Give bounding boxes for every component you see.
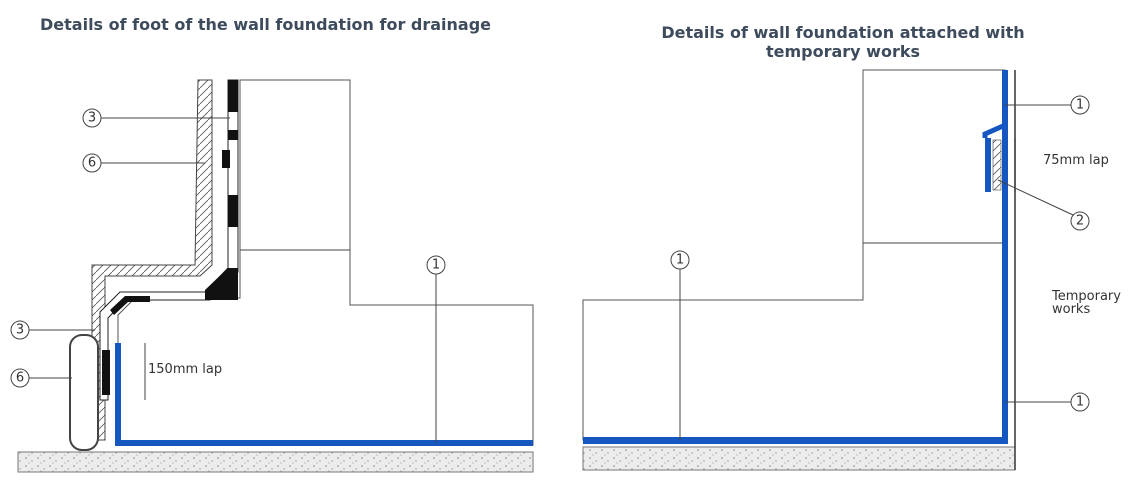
waterproof-vertical <box>1002 70 1008 444</box>
left-title: Details of foot of the wall foundation f… <box>40 15 491 34</box>
right-title: Details of wall foundation attached with <box>661 23 1024 42</box>
callout: 3 <box>88 111 96 126</box>
callouts: 1 2 1 1 <box>670 95 1090 412</box>
lap-strip <box>985 138 991 192</box>
callout: 1 <box>1076 98 1084 113</box>
lap-label: 150mm lap <box>148 362 222 377</box>
ground <box>17 451 534 473</box>
callout: 1 <box>676 253 684 268</box>
drain-pipe <box>69 334 99 451</box>
waterproof-vertical <box>115 343 121 446</box>
lap-bend <box>982 123 1005 138</box>
lap-tape <box>992 139 1002 191</box>
leader <box>997 179 1074 216</box>
membrane-dashes <box>102 80 238 395</box>
callout: 1 <box>432 258 440 273</box>
temporary-label: Temporary <box>1051 289 1121 304</box>
callout: 6 <box>16 371 24 386</box>
right-title: temporary works <box>766 42 920 61</box>
concrete <box>117 79 534 446</box>
callout: 1 <box>1076 395 1084 410</box>
ground <box>582 446 1016 471</box>
callouts: 3 6 3 6 1 <box>10 108 446 388</box>
temporary-label: works <box>1052 302 1090 317</box>
lap-label: 75mm lap <box>1043 153 1109 168</box>
callout: 3 <box>16 323 24 338</box>
waterproof-base <box>583 437 1008 444</box>
concrete <box>582 69 1006 441</box>
callout: 6 <box>88 156 96 171</box>
callout: 2 <box>1076 214 1084 229</box>
waterproof-base <box>118 440 533 446</box>
